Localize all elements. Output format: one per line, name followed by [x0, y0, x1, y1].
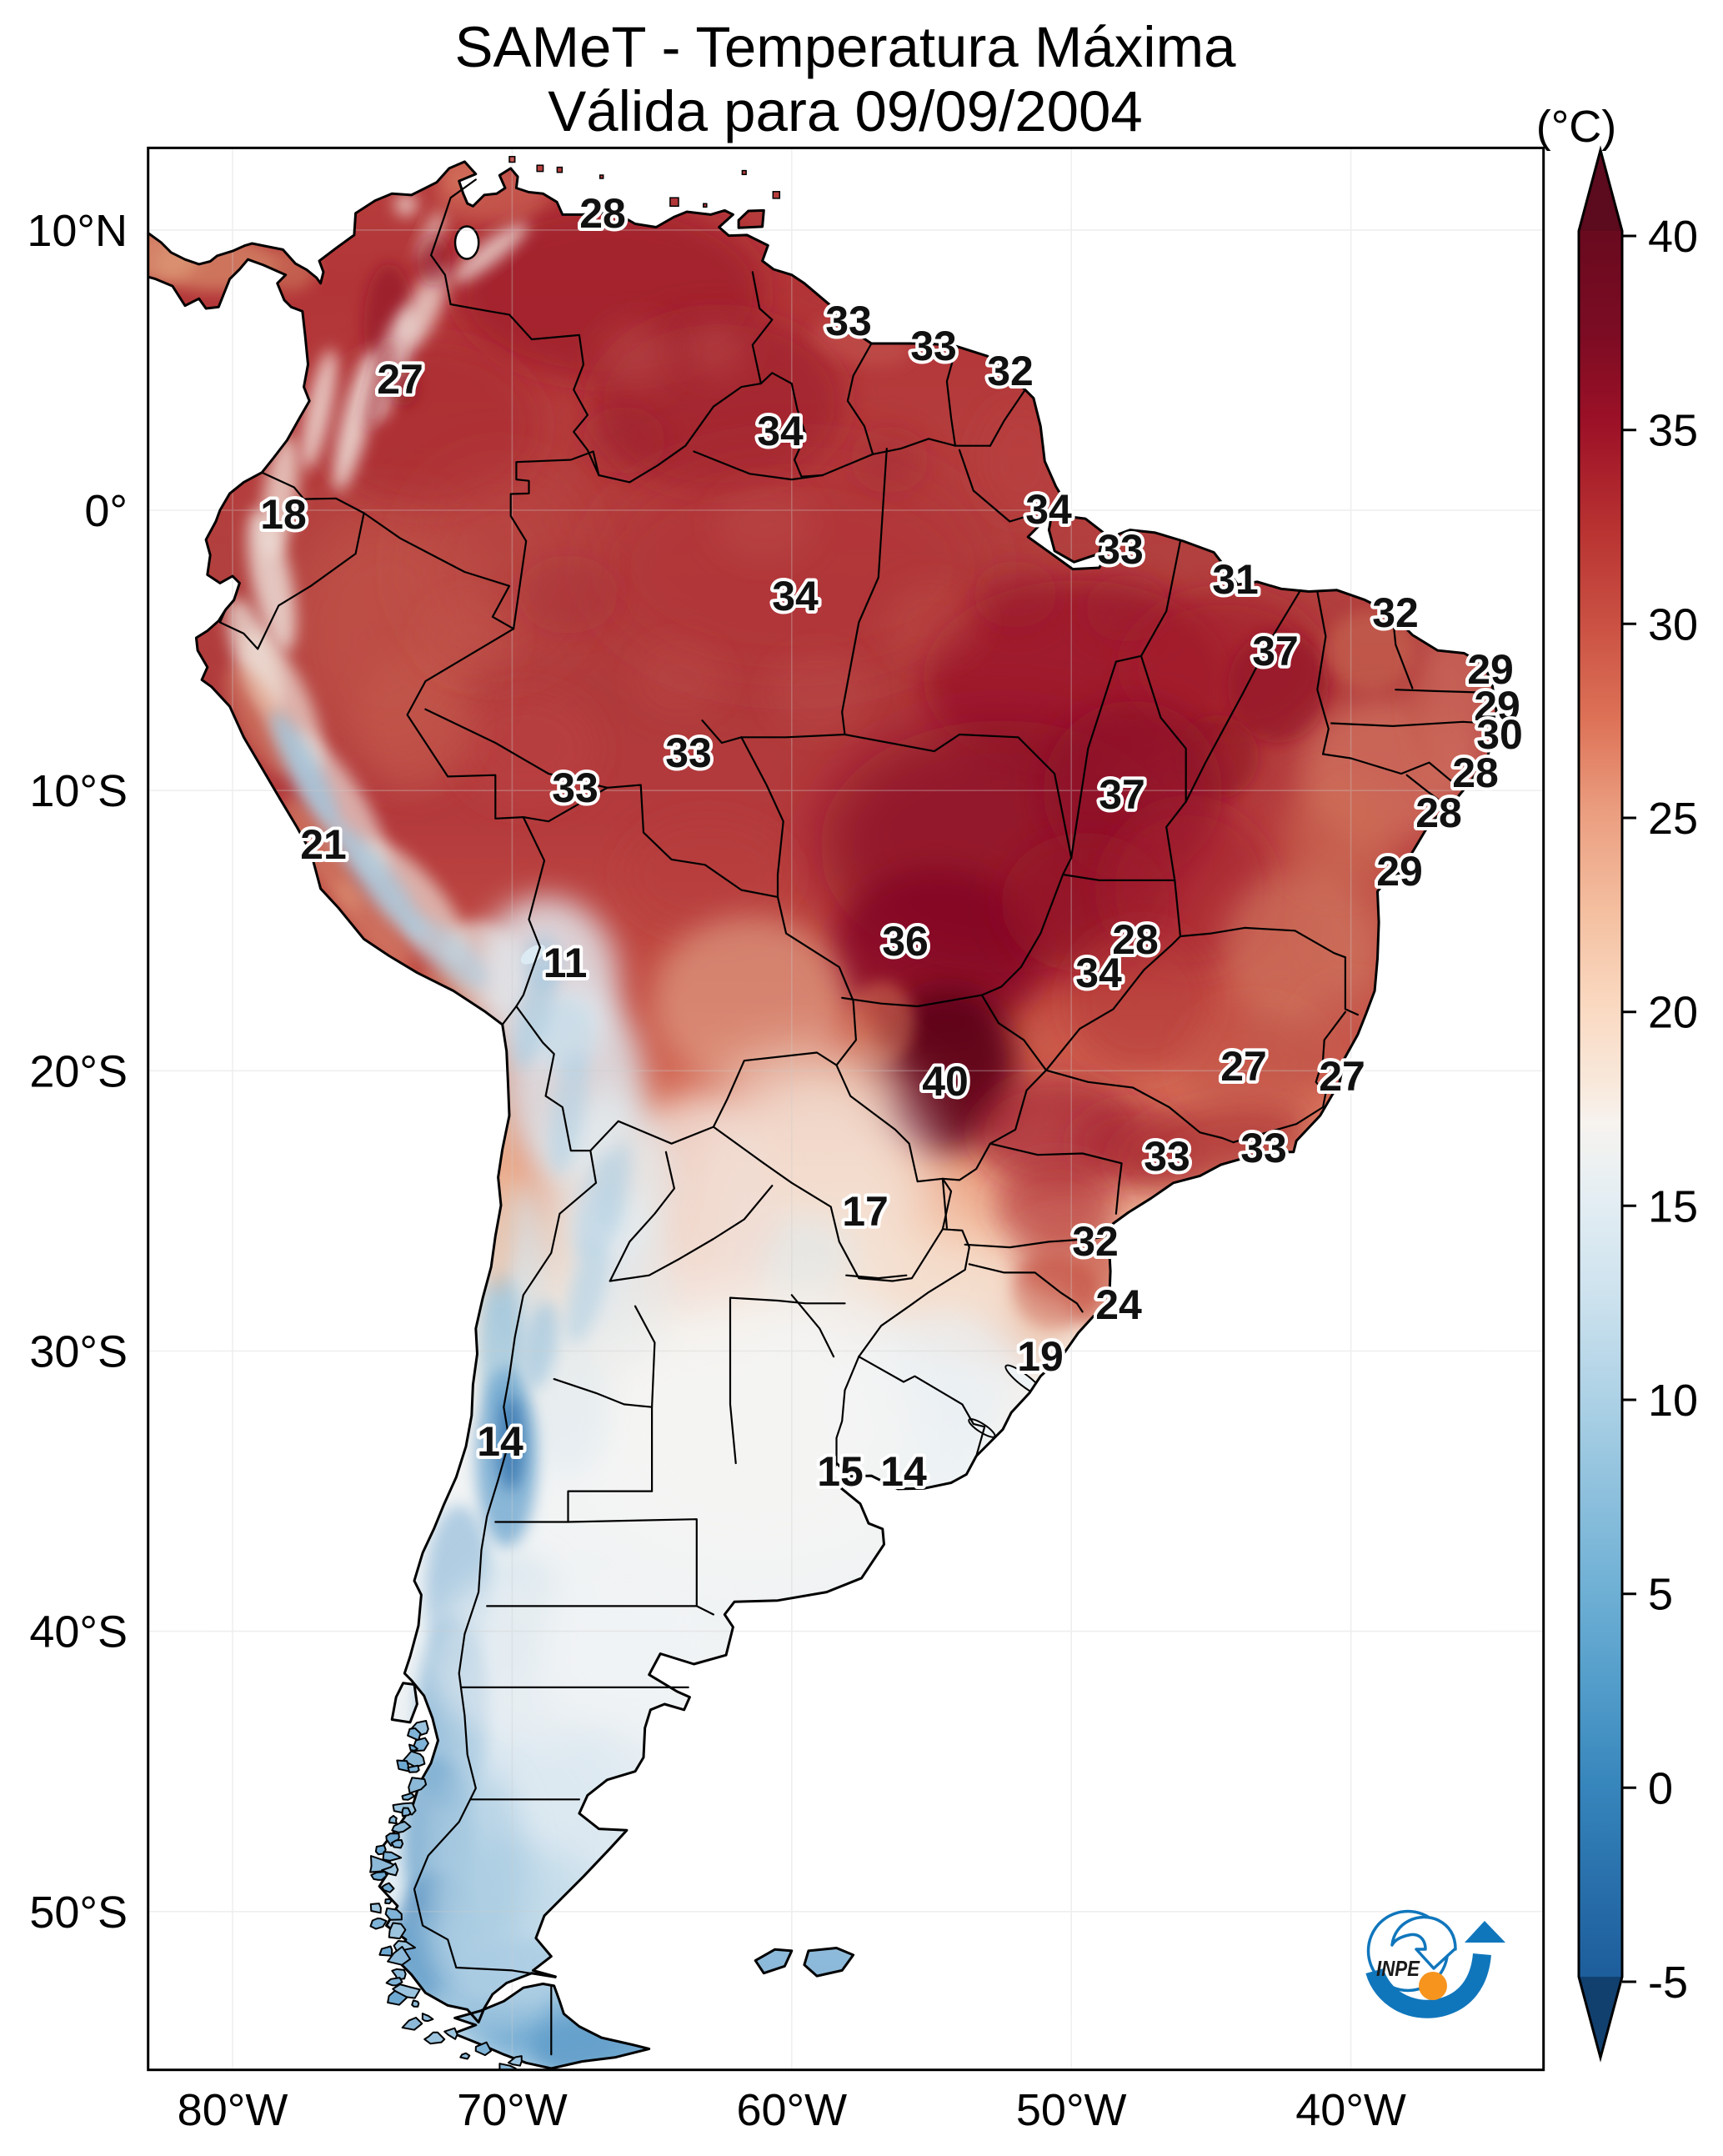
svg-text:34: 34: [1075, 950, 1122, 996]
svg-text:SAMeT - Temperatura Máxima: SAMeT - Temperatura Máxima: [455, 15, 1237, 79]
svg-text:33: 33: [552, 765, 599, 811]
svg-text:50°W: 50°W: [1016, 2085, 1127, 2135]
svg-text:15: 15: [1648, 1181, 1698, 1231]
svg-text:19: 19: [1017, 1333, 1064, 1380]
svg-text:40°W: 40°W: [1295, 2085, 1406, 2135]
svg-text:80°W: 80°W: [178, 2085, 288, 2135]
svg-text:40: 40: [922, 1058, 969, 1105]
svg-text:20°S: 20°S: [29, 1046, 128, 1096]
svg-text:35: 35: [1648, 406, 1698, 456]
svg-text:21: 21: [300, 821, 347, 868]
svg-text:14: 14: [880, 1448, 927, 1495]
svg-text:17: 17: [842, 1188, 889, 1235]
svg-text:28: 28: [1112, 916, 1159, 963]
svg-text:40: 40: [1648, 212, 1698, 262]
svg-text:30: 30: [1648, 599, 1698, 649]
svg-text:14: 14: [477, 1418, 523, 1465]
svg-text:32: 32: [1372, 589, 1419, 636]
svg-text:10°N: 10°N: [27, 206, 128, 256]
svg-text:10: 10: [1648, 1376, 1698, 1426]
svg-text:37: 37: [1252, 628, 1299, 674]
svg-text:34: 34: [757, 408, 804, 454]
svg-text:32: 32: [987, 348, 1034, 394]
svg-text:15: 15: [817, 1448, 864, 1495]
svg-text:(°C): (°C): [1536, 102, 1617, 152]
svg-text:40°S: 40°S: [29, 1607, 128, 1657]
svg-text:0: 0: [1648, 1763, 1673, 1813]
svg-text:5: 5: [1648, 1570, 1673, 1620]
svg-text:27: 27: [377, 356, 423, 403]
svg-text:30: 30: [1476, 711, 1523, 758]
svg-text:27: 27: [1220, 1043, 1267, 1090]
svg-text:-5: -5: [1648, 1958, 1688, 2008]
svg-text:11: 11: [543, 940, 588, 986]
svg-text:0°: 0°: [84, 486, 128, 536]
svg-text:34: 34: [1025, 486, 1072, 533]
svg-text:10°S: 10°S: [29, 766, 128, 816]
svg-text:36: 36: [882, 918, 929, 965]
svg-text:29: 29: [1474, 683, 1520, 730]
svg-text:32: 32: [1072, 1218, 1119, 1265]
svg-text:28: 28: [579, 190, 626, 237]
svg-text:24: 24: [1095, 1281, 1142, 1328]
svg-text:33: 33: [1240, 1125, 1287, 1171]
svg-text:Válida para 09/09/2004: Válida para 09/09/2004: [548, 79, 1143, 143]
svg-text:37: 37: [1099, 771, 1145, 818]
svg-text:31: 31: [1212, 556, 1259, 603]
svg-text:33: 33: [910, 323, 957, 369]
svg-text:29: 29: [1467, 646, 1514, 693]
svg-text:70°W: 70°W: [457, 2085, 568, 2135]
svg-text:27: 27: [1319, 1053, 1365, 1100]
svg-text:INPE: INPE: [1376, 1956, 1420, 1981]
svg-text:33: 33: [1097, 526, 1144, 573]
svg-text:33: 33: [1144, 1133, 1190, 1180]
svg-text:60°W: 60°W: [736, 2085, 847, 2135]
svg-text:33: 33: [665, 730, 712, 776]
svg-text:50°S: 50°S: [29, 1888, 128, 1938]
svg-text:28: 28: [1415, 790, 1462, 836]
svg-text:18: 18: [260, 491, 307, 538]
svg-text:33: 33: [825, 298, 872, 344]
svg-text:25: 25: [1648, 794, 1698, 844]
svg-text:30°S: 30°S: [29, 1327, 128, 1377]
svg-text:28: 28: [1452, 750, 1499, 796]
svg-text:34: 34: [772, 573, 819, 619]
svg-text:29: 29: [1376, 848, 1423, 895]
svg-text:20: 20: [1648, 988, 1698, 1038]
